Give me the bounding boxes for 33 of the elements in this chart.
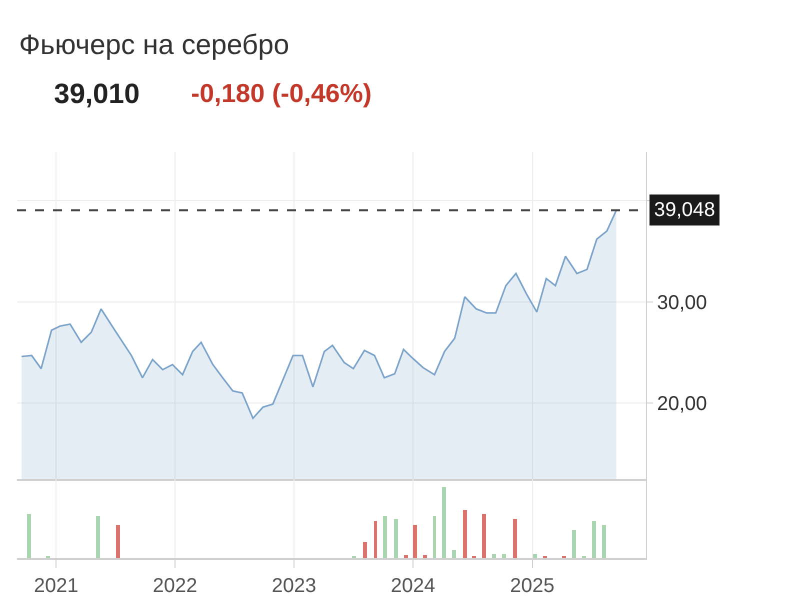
y-tick-label: 30,00: [657, 292, 708, 314]
chart-subtitle: 39,010: [54, 78, 140, 109]
bar: [413, 525, 417, 558]
bar: [452, 550, 456, 558]
bar: [363, 542, 367, 558]
bar: [492, 554, 496, 558]
bar: [433, 516, 436, 558]
x-tick-label: 2022: [152, 575, 198, 597]
x-tick-label: 2024: [390, 575, 436, 597]
bar: [442, 487, 446, 558]
bar: [423, 555, 427, 558]
bar: [374, 521, 377, 558]
y-tick-label: 20,00: [657, 393, 708, 416]
x-tick-label: 2025: [510, 575, 555, 597]
bar: [533, 554, 537, 558]
bar: [404, 555, 408, 558]
text: -0,180 (-0,46%): [191, 78, 372, 108]
bar: [27, 514, 31, 558]
bar: [394, 519, 398, 558]
ref-line-label: 39,048: [654, 199, 716, 221]
bar: [502, 554, 506, 558]
x-tick-label: 2021: [34, 575, 78, 597]
bar: [463, 510, 467, 558]
bar: [592, 521, 596, 558]
bar: [513, 519, 517, 558]
bar: [572, 530, 576, 558]
bar: [96, 516, 100, 558]
bar: [482, 514, 486, 558]
bar: [383, 516, 387, 558]
bar: [602, 525, 606, 558]
x-tick-label: 2023: [272, 575, 316, 597]
chart-title: Фьючерс на серебро: [19, 29, 290, 60]
bar: [116, 525, 120, 558]
